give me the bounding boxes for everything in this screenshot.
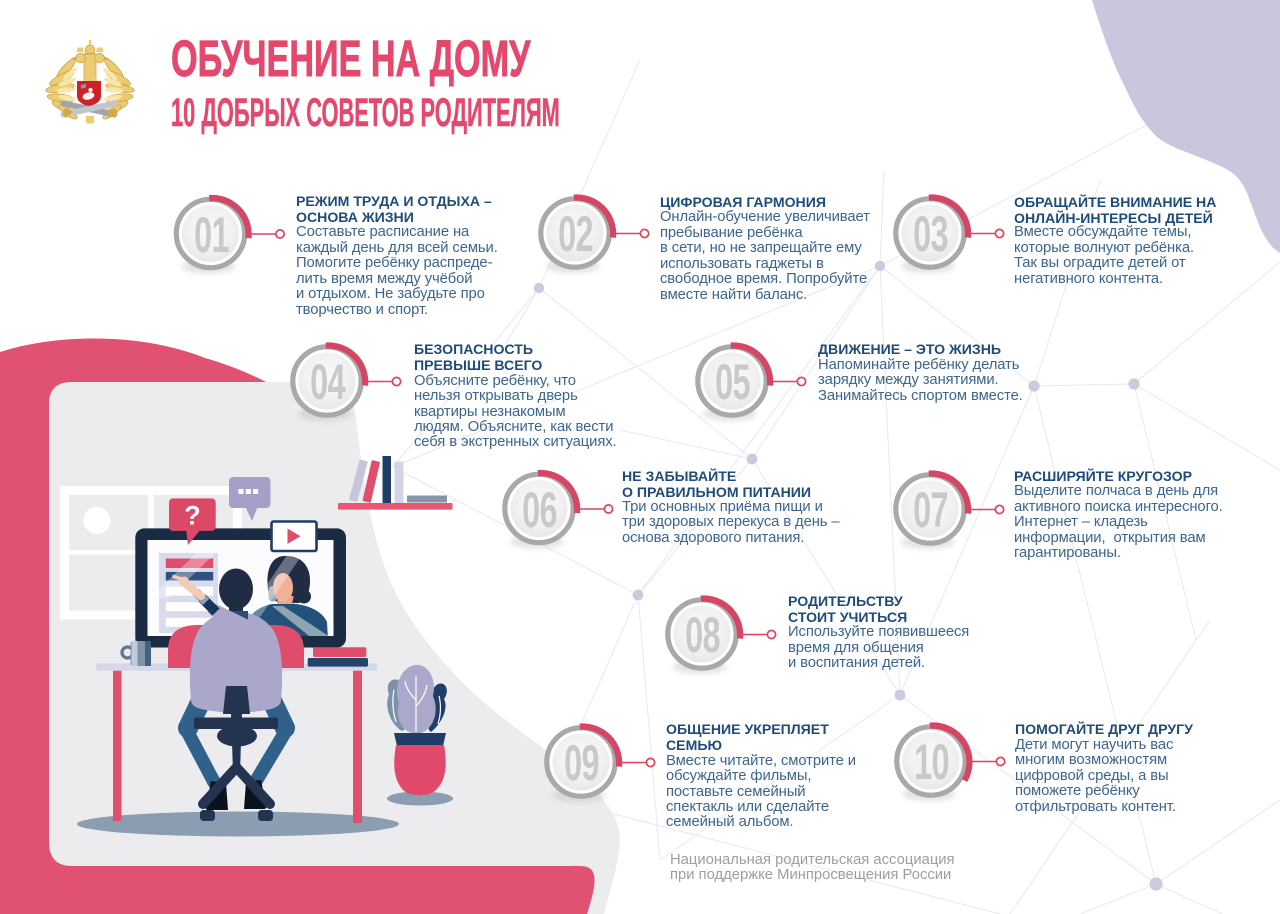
- svg-text:?: ?: [184, 501, 201, 531]
